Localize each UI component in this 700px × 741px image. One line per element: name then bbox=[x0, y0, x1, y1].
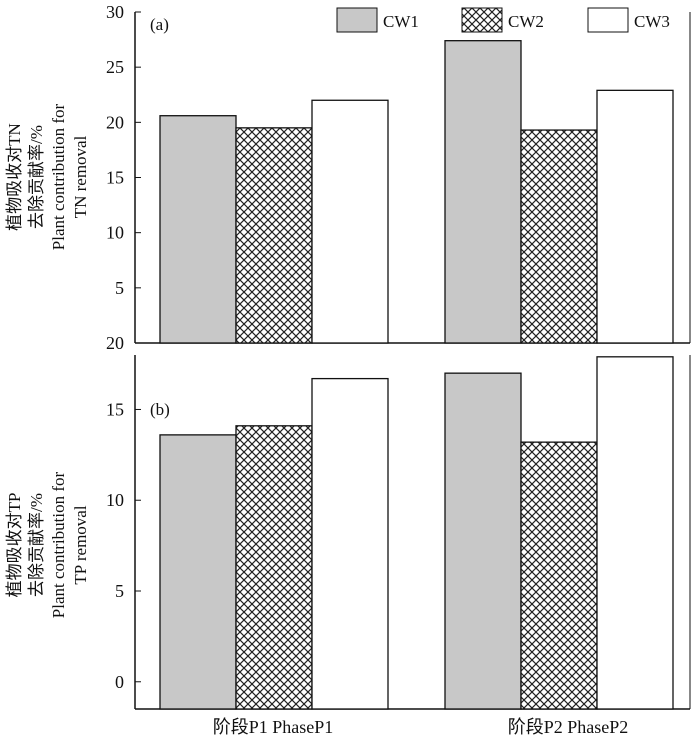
legend-swatch-cw2 bbox=[461, 7, 503, 33]
panel-b-ylabel-line-3: Plant contribution for bbox=[49, 471, 68, 618]
panel-b: 0 5 10 15 (b) 植物吸收对TP 去除贡献率/% Plant contrib… bbox=[5, 355, 691, 710]
panel-b-bar-cw3-p1 bbox=[311, 377, 389, 710]
panel-a-ylabel-line-2: 去除贡献率/% bbox=[27, 125, 46, 229]
panel-a-ytick-label: 10 bbox=[106, 223, 124, 243]
panel-a-bar-cw2-p1 bbox=[235, 127, 313, 344]
panel-a-bar-cw1-p1 bbox=[159, 115, 237, 344]
panel-a-ylabel-line-4: TN removal bbox=[71, 135, 90, 218]
panel-b-bar-cw1-p1 bbox=[159, 434, 237, 710]
panel-a-ylabel-line-1: 植物吸收对TN bbox=[5, 123, 24, 231]
panel-a-ytick-label: 25 bbox=[106, 57, 124, 77]
panel-b-ylabel-line-2: 去除贡献率/% bbox=[27, 493, 46, 597]
panel-a-bar-cw3-p1 bbox=[311, 99, 389, 344]
panel-b-ytick-label: 15 bbox=[106, 399, 124, 419]
legend-label-cw1: CW1 bbox=[383, 12, 419, 31]
panel-a-ytick-label: 30 bbox=[106, 2, 124, 22]
panel-a-bar-cw3-p2 bbox=[596, 89, 674, 344]
panel-b-ytick-label: 5 bbox=[115, 581, 124, 601]
panel-a-label: (a) bbox=[150, 15, 169, 34]
panel-b-bar-cw2-p1 bbox=[235, 425, 313, 710]
x-category-label-p1: 阶段P1 PhaseP1 bbox=[213, 717, 334, 737]
panel-a-ytick-label: 5 bbox=[115, 278, 124, 298]
panel-b-bar-cw3-p2 bbox=[596, 356, 674, 710]
panel-b-ylabel-line-1: 植物吸收对TP bbox=[5, 493, 24, 598]
panel-b-label: (b) bbox=[150, 400, 170, 419]
panel-a-ytick-label: 20 bbox=[106, 112, 124, 132]
panel-a-ylabel: 植物吸收对TN 去除贡献率/% Plant contribution for T… bbox=[5, 103, 90, 250]
legend-swatch-cw3 bbox=[587, 7, 629, 33]
panel-b-ytick-label: 10 bbox=[106, 490, 124, 510]
x-category-label-p2: 阶段P2 PhaseP2 bbox=[508, 717, 629, 737]
panel-a-baseline-label: 20 bbox=[106, 333, 124, 353]
panel-b-bar-cw2-p2 bbox=[520, 441, 598, 710]
legend-label-cw3: CW3 bbox=[634, 12, 670, 31]
legend-label-cw2: CW2 bbox=[508, 12, 544, 31]
panel-b-ytick-label: 0 bbox=[115, 672, 124, 692]
panel-b-ylabel-line-4: TP removal bbox=[71, 505, 90, 584]
panel-a-ytick-label: 15 bbox=[106, 168, 124, 188]
legend: CW1 CW2 CW3 bbox=[336, 7, 670, 33]
panel-a: 5 10 15 20 25 30 (a) 20 植物吸收对TN 去除贡献率/% Plant… bbox=[5, 2, 691, 353]
panel-a-bar-cw2-p2 bbox=[520, 129, 598, 344]
legend-swatch-cw1 bbox=[336, 7, 378, 33]
panel-b-bar-cw1-p2 bbox=[444, 372, 522, 710]
panel-b-ylabel: 植物吸收对TP 去除贡献率/% Plant contribution for T… bbox=[5, 471, 90, 618]
panel-a-ylabel-line-3: Plant contribution for bbox=[49, 103, 68, 250]
panel-a-bar-cw1-p2 bbox=[444, 40, 522, 344]
